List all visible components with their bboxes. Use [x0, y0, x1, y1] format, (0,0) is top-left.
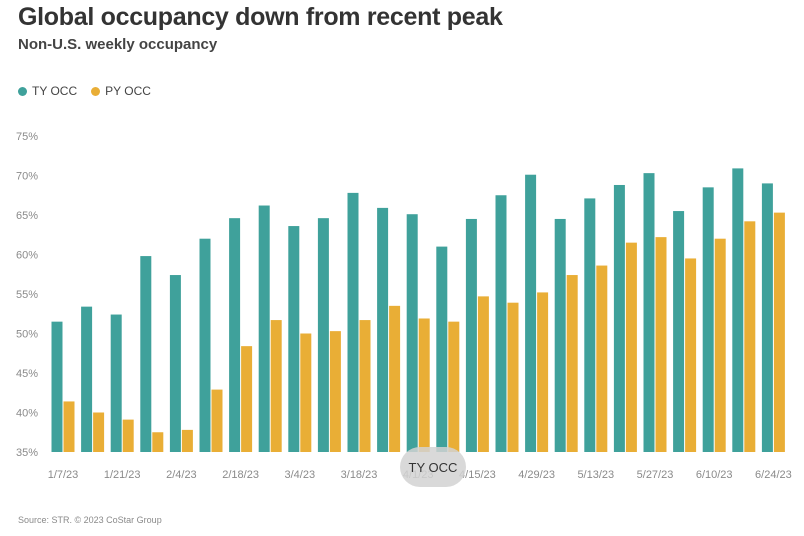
bar-py-occ[interactable]: [329, 331, 341, 452]
chart-subtitle: Non-U.S. weekly occupancy: [18, 36, 218, 53]
legend-label-ty: TY OCC: [32, 84, 78, 98]
x-tick-label: 3/18/23: [341, 469, 378, 481]
bar-py-occ[interactable]: [448, 321, 460, 452]
bar-ty-occ[interactable]: [288, 226, 300, 452]
bar-ty-occ[interactable]: [525, 174, 537, 452]
bar-py-occ[interactable]: [359, 320, 371, 452]
x-tick-label: 1/7/23: [48, 469, 79, 481]
x-tick-label: 3/4/23: [285, 469, 316, 481]
x-tick-label: 5/27/23: [637, 469, 674, 481]
bar-ty-occ[interactable]: [495, 195, 507, 452]
x-tick-label: 4/29/23: [518, 469, 555, 481]
legend-item-ty[interactable]: TY OCC: [18, 84, 77, 98]
y-tick-label: 70%: [16, 171, 38, 183]
chart-title: Global occupancy down from recent peak: [18, 3, 503, 31]
bar-py-occ[interactable]: [300, 333, 312, 453]
bar-py-occ[interactable]: [773, 212, 785, 452]
bar-py-occ[interactable]: [714, 238, 726, 452]
bar-py-occ[interactable]: [625, 242, 637, 452]
bar-ty-occ[interactable]: [229, 218, 241, 452]
bar-py-occ[interactable]: [181, 429, 193, 452]
legend: TY OCC PY OCC: [18, 84, 165, 98]
bar-py-occ[interactable]: [152, 432, 164, 452]
y-tick-label: 45%: [16, 368, 38, 380]
hover-tooltip: TY OCC: [400, 447, 466, 487]
bar-ty-occ[interactable]: [199, 238, 211, 452]
bar-py-occ[interactable]: [241, 346, 253, 452]
bar-py-occ[interactable]: [122, 419, 134, 452]
y-axis: 35% 40% 45% 50% 55% 60% 65% 70% 75%: [16, 131, 38, 459]
bar-ty-occ[interactable]: [702, 187, 714, 452]
bar-ty-occ[interactable]: [406, 214, 418, 452]
y-tick-label: 50%: [16, 329, 38, 341]
y-tick-label: 75%: [16, 131, 38, 143]
bar-ty-occ[interactable]: [317, 218, 329, 452]
bar-py-occ[interactable]: [418, 318, 430, 452]
bar-py-occ[interactable]: [537, 292, 549, 452]
bar-ty-occ[interactable]: [169, 275, 181, 452]
bar-ty-occ[interactable]: [140, 256, 152, 452]
bar-py-occ[interactable]: [477, 296, 489, 452]
x-tick-label: 6/10/23: [696, 469, 733, 481]
bar-py-occ[interactable]: [685, 258, 697, 452]
bar-ty-occ[interactable]: [347, 192, 359, 452]
bar-ty-occ[interactable]: [554, 218, 566, 452]
legend-swatch-ty: [18, 86, 27, 96]
bar-py-occ[interactable]: [389, 305, 401, 452]
x-tick-label: 5/13/23: [577, 469, 614, 481]
bar-py-occ[interactable]: [566, 275, 578, 452]
legend-item-py[interactable]: PY OCC: [91, 84, 151, 98]
source-note: Source: STR. © 2023 CoStar Group: [18, 515, 162, 525]
y-tick-label: 55%: [16, 289, 38, 301]
bar-ty-occ[interactable]: [110, 314, 122, 452]
bar-ty-occ[interactable]: [51, 321, 63, 452]
x-tick-label: 6/24/23: [755, 469, 792, 481]
bar-ty-occ[interactable]: [613, 184, 625, 453]
bar-ty-occ[interactable]: [584, 198, 596, 452]
bar-py-occ[interactable]: [63, 401, 75, 452]
bar-py-occ[interactable]: [655, 237, 667, 452]
bar-py-occ[interactable]: [270, 320, 282, 452]
x-tick-label: 1/21/23: [104, 469, 141, 481]
bar-ty-occ[interactable]: [377, 207, 389, 452]
x-tick-label: 2/18/23: [222, 469, 259, 481]
y-tick-label: 65%: [16, 210, 38, 222]
tooltip-label: TY OCC: [408, 459, 458, 475]
y-tick-label: 40%: [16, 408, 38, 420]
x-tick-label: 4/15/23: [459, 469, 496, 481]
bar-py-occ[interactable]: [744, 221, 756, 452]
y-tick-label: 35%: [16, 447, 38, 459]
bar-py-occ[interactable]: [93, 412, 105, 453]
bar-py-occ[interactable]: [507, 302, 519, 452]
bar-ty-occ[interactable]: [732, 168, 744, 452]
bar-py-occ[interactable]: [596, 265, 608, 452]
bar-py-occ[interactable]: [211, 389, 223, 452]
legend-label-py: PY OCC: [105, 84, 151, 98]
bar-ty-occ[interactable]: [258, 205, 270, 452]
bar-ty-occ[interactable]: [761, 183, 773, 452]
bar-ty-occ[interactable]: [673, 211, 685, 452]
bar-ty-occ[interactable]: [465, 218, 477, 452]
legend-swatch-py: [91, 86, 101, 96]
x-tick-label: 2/4/23: [166, 469, 197, 481]
bars: [51, 168, 785, 453]
bar-ty-occ[interactable]: [81, 306, 93, 452]
bar-ty-occ[interactable]: [436, 246, 448, 452]
y-tick-label: 60%: [16, 250, 38, 262]
bar-ty-occ[interactable]: [643, 173, 655, 452]
